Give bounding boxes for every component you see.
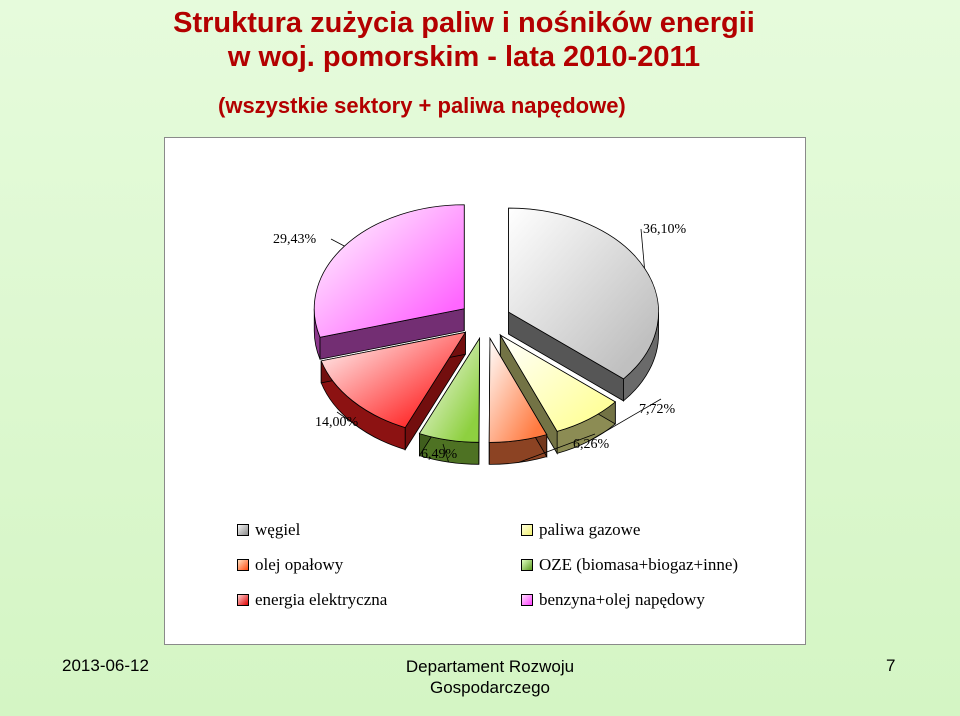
footer-date: 2013-06-12	[62, 656, 149, 675]
data-label-3: 6,49%	[421, 447, 458, 462]
legend-swatch-oze	[521, 559, 533, 571]
slide-title: Struktura zużycia paliw i nośników energ…	[0, 6, 960, 74]
pie-chart: 36,10% 7,72% 6,26% 6,49% 14,00% 29,43%	[273, 204, 687, 465]
pie-slice-1	[499, 334, 617, 432]
data-label-leader-0	[640, 228, 645, 269]
data-label-leader-1	[588, 398, 662, 442]
legend-label: OZE (biomasa+biogaz+inne)	[539, 555, 739, 574]
legend-swatch-wegiel	[237, 524, 249, 536]
footer-department-line2: Gospodarczego	[429, 678, 551, 697]
slide-title-line1: Struktura zużycia paliw i nośników energ…	[173, 7, 755, 39]
legend-swatch-energia-elektryczna	[237, 594, 249, 606]
legend-swatch-paliwa-gazowe	[521, 524, 533, 536]
data-label-4: 14,00%	[315, 415, 359, 430]
legend-swatch-olej-opalowy	[237, 559, 249, 571]
legend-label: węgiel	[255, 520, 301, 539]
legend-swatch-benzyna	[521, 594, 533, 606]
footer-department: Departament Rozwoju Gospodarczego	[390, 656, 590, 698]
footer-page-number: 7	[886, 656, 896, 675]
footer-department-line1: Departament Rozwoju	[405, 657, 575, 676]
pie-slice-5	[313, 204, 465, 338]
data-label-leader-4	[336, 411, 353, 424]
data-label-1: 7,72%	[639, 402, 676, 417]
data-label-leader-3	[442, 443, 449, 463]
legend-label: energia elektryczna	[255, 590, 388, 609]
legend-label: olej opałowy	[255, 555, 344, 574]
legend-label: benzyna+olej napędowy	[539, 590, 705, 609]
data-label-leader-5	[330, 238, 345, 247]
data-label-0: 36,10%	[643, 222, 687, 237]
pie-slice-3	[418, 336, 481, 443]
slide-subtitle: (wszystkie sektory + paliwa napędowe)	[218, 93, 626, 118]
data-label-leader-2	[518, 433, 596, 463]
data-label-2: 6,26%	[573, 437, 610, 452]
data-label-5: 29,43%	[273, 232, 317, 247]
chart-area: 36,10% 7,72% 6,26% 6,49% 14,00% 29,43% węgiel…	[164, 137, 806, 645]
pie-slice-4	[320, 331, 467, 429]
pie-slice-2	[488, 336, 548, 443]
slide-title-line2: w woj. pomorskim - lata 2010-2011	[227, 41, 701, 73]
legend-label: paliwa gazowe	[539, 520, 641, 539]
pie-slice-0	[508, 207, 659, 380]
